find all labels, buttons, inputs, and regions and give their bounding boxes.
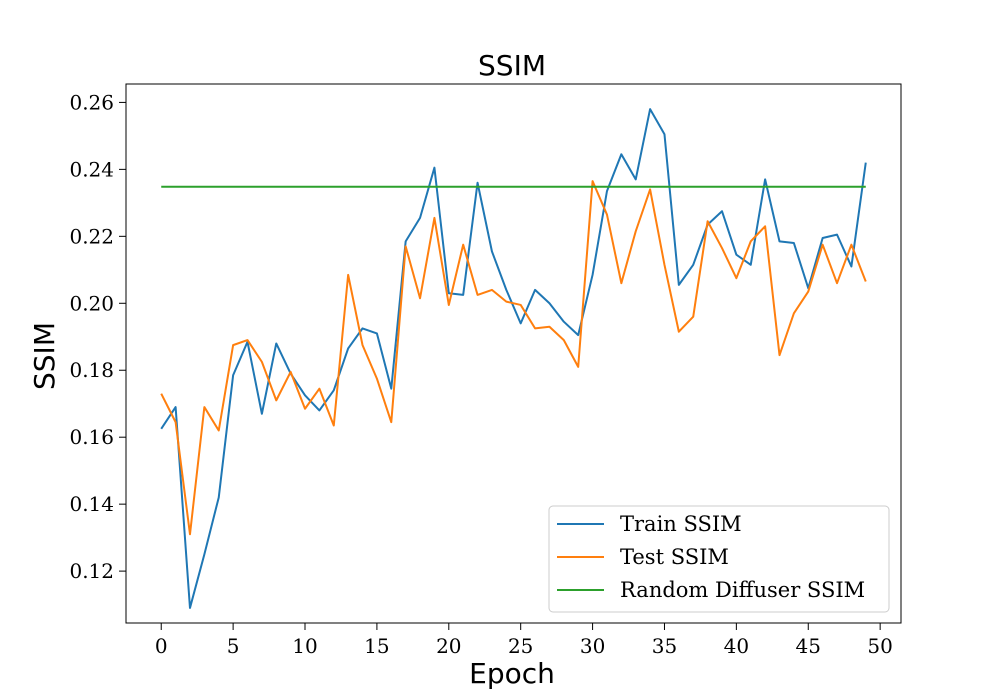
plot-frame [125, 83, 902, 624]
x-tick-label: 0 [155, 634, 168, 658]
x-tick-label: 10 [292, 634, 317, 658]
legend-label-2: Random Diffuser SSIM [620, 578, 865, 602]
x-tick-label: 25 [508, 634, 533, 658]
y-tick-label: 0.18 [69, 358, 114, 382]
y-axis-label: SSIM [28, 322, 61, 390]
x-axis-label: Epoch [469, 657, 555, 690]
x-tick-label: 30 [580, 634, 605, 658]
x-tick-label: 20 [436, 634, 461, 658]
y-tick-label: 0.22 [69, 224, 114, 248]
y-tick-label: 0.14 [69, 492, 114, 516]
x-tick-label: 40 [724, 634, 749, 658]
y-axis: 0.12 0.14 0.16 0.18 0.20 0.22 0.24 0.26 [69, 90, 126, 583]
legend-box [548, 505, 890, 613]
y-tick-label: 0.16 [69, 425, 114, 449]
y-tick-label: 0.20 [69, 291, 114, 315]
x-tick-label: 5 [227, 634, 240, 658]
series-line-0 [160, 108, 867, 609]
x-axis: 0 5 10 15 20 25 30 35 40 45 50 [155, 623, 893, 658]
x-tick-label: 15 [364, 634, 389, 658]
y-tick-label: 0.26 [69, 90, 114, 114]
x-tick-label: 45 [796, 634, 821, 658]
series-line-1 [160, 180, 867, 536]
y-tick-label: 0.24 [69, 157, 114, 181]
y-tick-label: 0.12 [69, 559, 114, 583]
x-tick-label: 35 [652, 634, 677, 658]
x-tick-label: 50 [867, 634, 892, 658]
series-lines [160, 108, 867, 609]
chart-title: SSIM [478, 49, 546, 82]
legend: Train SSIM Test SSIM Random Diffuser SSIM [548, 505, 890, 613]
legend-label-0: Train SSIM [620, 512, 742, 536]
legend-label-1: Test SSIM [620, 545, 729, 569]
